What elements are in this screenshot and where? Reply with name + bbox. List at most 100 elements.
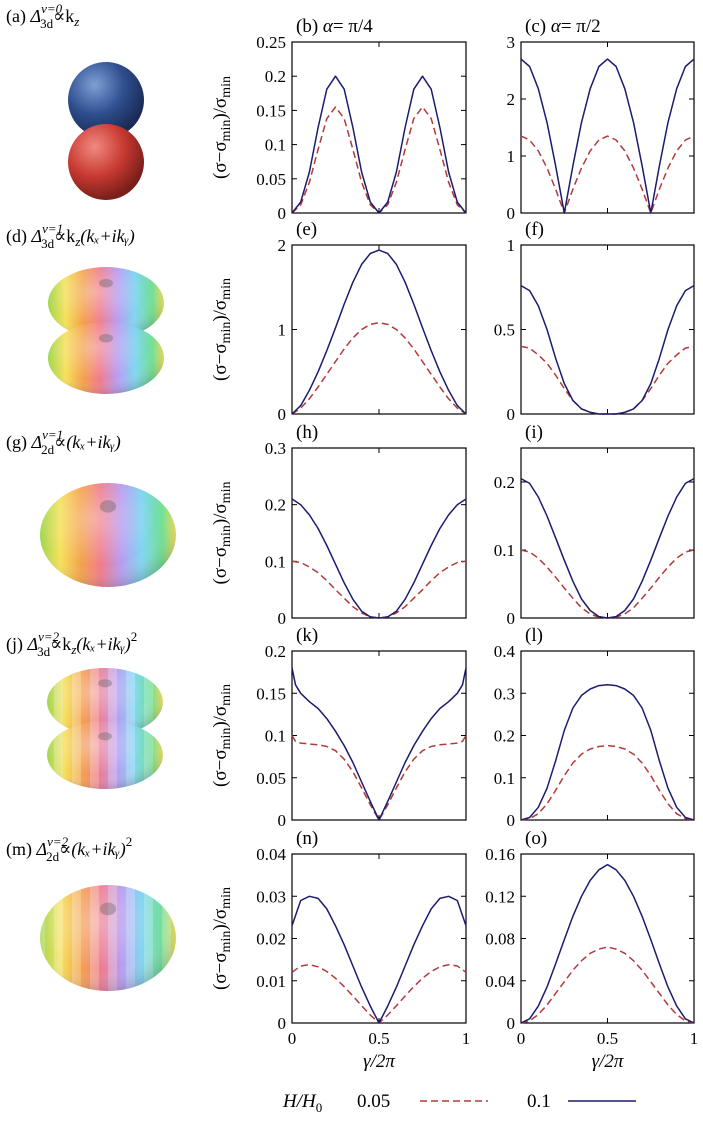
x-tick-label: 0.5 bbox=[597, 1029, 618, 1048]
legend-entry-1-label: 0.1 bbox=[527, 1091, 551, 1112]
y-tick-label: 0.2 bbox=[494, 473, 515, 492]
y-axis-label: (σ−σmin)/σmin bbox=[210, 76, 234, 179]
legend-title: H/H0 bbox=[282, 1091, 322, 1115]
chart-panel-f: 0 0.5 1 (f) bbox=[494, 219, 695, 424]
y-axis-label: (σ−σmin)/σmin bbox=[210, 887, 234, 990]
series-line-h-0-1 bbox=[291, 249, 467, 415]
y-tick-label: 0.08 bbox=[485, 930, 515, 949]
y-axis-label: (σ−σmin)/σmin bbox=[210, 482, 234, 585]
y-tick-label: 0.04 bbox=[256, 845, 286, 864]
plot-frame bbox=[291, 853, 467, 1024]
chart-panel-n: 0 0.01 0.02 0.03 0.04 0 0.5 1 γ/2π (n) (σ−σmin)/σ… bbox=[210, 828, 470, 1072]
legend: H/H0 0.05 0.1 bbox=[282, 1091, 636, 1115]
panel-label: (b) α= π/4 bbox=[296, 16, 373, 37]
panel-label: (n) bbox=[296, 828, 318, 849]
plot-frame bbox=[291, 650, 467, 821]
y-tick-label: 0.2 bbox=[265, 496, 286, 515]
y-tick-label: 0 bbox=[507, 609, 516, 628]
x-axis-label: γ/2π bbox=[363, 1051, 395, 1072]
legend-entry-0-label: 0.05 bbox=[357, 1091, 390, 1112]
y-tick-label: 0.15 bbox=[256, 101, 286, 120]
y-tick-label: 0 bbox=[507, 204, 516, 223]
chart-panel-e: 0 1 2 (e) (σ−σmin)/σmin bbox=[210, 219, 467, 424]
y-axis-label: (σ−σmin)/σmin bbox=[210, 684, 234, 787]
striped-torus-bottom-icon bbox=[47, 721, 163, 789]
plot-frame bbox=[291, 447, 467, 619]
y-tick-label: 0.5 bbox=[494, 321, 515, 340]
chart-panel-i: 0 0.1 0.2 (i) bbox=[494, 422, 695, 628]
torus-bottom-icon bbox=[48, 322, 164, 394]
series-line-h-0-1 bbox=[291, 498, 467, 619]
series-line-h-0-05 bbox=[291, 106, 467, 214]
series-line-h-0-1 bbox=[520, 284, 695, 415]
y-axis-label: (σ−σmin)/σmin bbox=[210, 278, 234, 381]
plot-frame bbox=[291, 244, 467, 415]
chart-panel-o: 0 0.04 0.08 0.12 0.16 0 0.5 1 γ/2π (o) bbox=[485, 828, 698, 1072]
x-tick-label: 1 bbox=[690, 1029, 699, 1048]
series-line-h-0-1 bbox=[520, 477, 695, 619]
panel-label: (c) α= π/2 bbox=[525, 16, 601, 37]
series-line-h-0-05 bbox=[291, 321, 467, 415]
series-line-h-0-05 bbox=[291, 735, 467, 821]
series-line-h-0-05 bbox=[520, 135, 695, 214]
y-tick-label: 0.1 bbox=[494, 769, 515, 788]
y-tick-label: 0.15 bbox=[256, 684, 286, 703]
y-tick-label: 1 bbox=[278, 321, 287, 340]
y-tick-label: 0.05 bbox=[256, 769, 286, 788]
series-line-h-0-1 bbox=[520, 684, 695, 821]
y-tick-label: 0.16 bbox=[485, 845, 515, 864]
panel-label: (k) bbox=[296, 625, 318, 646]
x-axis-label: γ/2π bbox=[592, 1051, 624, 1072]
x-tick-label: 0.5 bbox=[368, 1029, 389, 1048]
y-tick-label: 0 bbox=[507, 1014, 516, 1033]
gap-label-g: (g) Δν=1 2d∝(kₓ+ikᵧ) bbox=[6, 427, 121, 457]
gap-label-m: (m) Δν=2 2d∝(kₓ+ikᵧ)2 bbox=[6, 834, 132, 864]
series-line-h-0-05 bbox=[520, 744, 695, 821]
y-tick-label: 0.03 bbox=[256, 887, 286, 906]
y-tick-label: 0.1 bbox=[265, 727, 286, 746]
striped-torus-top-icon bbox=[47, 668, 163, 736]
series-line-h-0-1 bbox=[520, 58, 695, 214]
chart-panel-c: 0 1 2 3 (c) α= π/2 bbox=[507, 16, 695, 223]
chart-panel-k: 0 0.05 0.1 0.15 0.2 (k) (σ−σmin)/σmin bbox=[210, 625, 467, 830]
series-line-h-0-05 bbox=[520, 345, 695, 415]
y-tick-label: 0.1 bbox=[494, 541, 515, 560]
y-tick-label: 0.2 bbox=[265, 642, 286, 661]
panel-label: (h) bbox=[296, 422, 318, 443]
y-tick-label: 0 bbox=[507, 811, 516, 830]
y-tick-label: 2 bbox=[278, 236, 287, 255]
y-tick-label: 0.25 bbox=[256, 33, 286, 52]
y-tick-label: 0.1 bbox=[265, 136, 286, 155]
series-line-h-0-1 bbox=[291, 75, 467, 214]
y-tick-label: 0.2 bbox=[265, 67, 286, 86]
plot-frame bbox=[520, 650, 695, 821]
y-tick-label: 1 bbox=[507, 147, 516, 166]
panel-label: (l) bbox=[525, 625, 543, 646]
series-line-h-0-05 bbox=[291, 963, 467, 1024]
gap-label-a: (a) Δν=0 3d∝kz bbox=[6, 1, 79, 31]
y-tick-label: 0.4 bbox=[494, 642, 516, 661]
two-sphere-bottom-icon bbox=[68, 124, 144, 200]
y-tick-label: 0.04 bbox=[485, 972, 515, 991]
series-line-h-0-1 bbox=[291, 895, 467, 1024]
panel-label: (f) bbox=[525, 219, 544, 240]
y-tick-label: 0.3 bbox=[265, 439, 286, 458]
torus-top-icon bbox=[48, 267, 164, 339]
x-tick-label: 1 bbox=[462, 1029, 471, 1048]
panel-label: (o) bbox=[525, 828, 547, 849]
y-tick-label: 0.3 bbox=[494, 684, 515, 703]
series-line-h-0-05 bbox=[520, 549, 695, 619]
plot-frame bbox=[520, 41, 695, 214]
torus-icon bbox=[40, 483, 176, 587]
plot-frame bbox=[520, 447, 695, 619]
y-tick-label: 1 bbox=[507, 236, 516, 255]
y-tick-label: 0 bbox=[278, 811, 287, 830]
two-sphere-top-icon bbox=[68, 62, 144, 138]
series-line-h-0-1 bbox=[291, 667, 467, 821]
y-tick-label: 0.05 bbox=[256, 170, 286, 189]
y-tick-label: 0.1 bbox=[265, 552, 286, 571]
panel-label: (e) bbox=[296, 219, 317, 240]
y-tick-label: 0.02 bbox=[256, 930, 286, 949]
striped-torus-icon bbox=[40, 885, 176, 991]
gap-label-j: (j) Δν=2 3d∝kz(kₓ+ikᵧ)2 bbox=[6, 629, 137, 659]
